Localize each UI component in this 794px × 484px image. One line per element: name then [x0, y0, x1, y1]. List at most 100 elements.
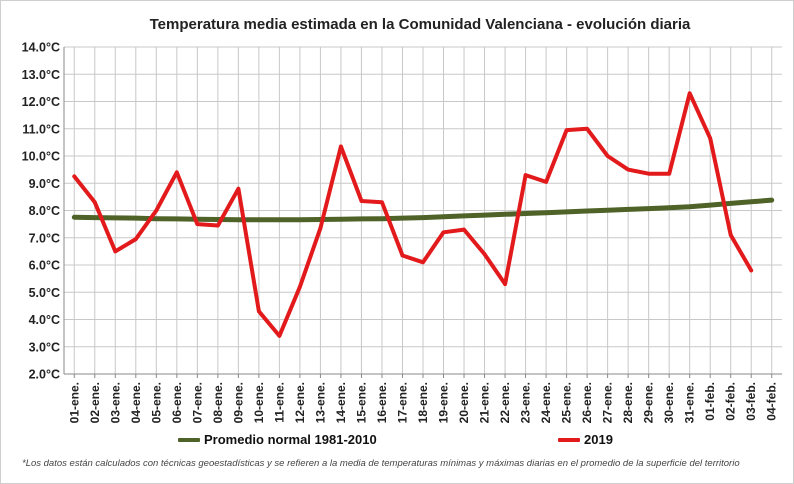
data-point-2019 [380, 200, 384, 205]
data-point-2019 [92, 200, 97, 205]
data-point-normal [421, 215, 425, 220]
chart-title: Temperatura media estimada en la Comunid… [149, 16, 691, 33]
data-point-2019 [216, 223, 220, 228]
x-tick-label: 06-ene. [170, 382, 184, 423]
data-point-2019 [441, 230, 446, 235]
x-tick-label: 21-ene. [478, 382, 492, 423]
data-point-normal [339, 217, 343, 221]
data-point-normal [72, 215, 76, 219]
x-tick-label: 14-ene. [334, 382, 348, 423]
x-tick-label: 03-feb. [744, 382, 758, 421]
data-point-2019 [195, 222, 200, 226]
footnote: *Los datos están calculados con técnicas… [22, 458, 740, 469]
data-point-normal [503, 212, 507, 216]
grid [64, 46, 782, 375]
x-tick-label: 01-ene. [67, 382, 81, 423]
x-tick-label: 04-feb. [765, 382, 779, 421]
data-point-2019 [667, 171, 671, 176]
data-point-2019 [154, 208, 159, 213]
x-tick-label: 07-ene. [190, 382, 204, 423]
y-axis-ticks: 2.0°C 3.0°C 4.0°C 5.0°C 6.0°C 7.0°C 8.0°C 9.0°C… [22, 41, 60, 382]
series-line-2019 [72, 91, 754, 338]
x-tick-label: 26-ene. [580, 382, 594, 423]
data-point-normal [154, 217, 158, 221]
data-point-normal [667, 206, 671, 210]
data-point-normal [277, 218, 281, 222]
x-tick-label: 05-ene. [149, 382, 163, 423]
data-point-2019 [318, 226, 323, 231]
legend-swatch-normal [178, 437, 200, 442]
y-tick-label: 3.0°C [29, 340, 60, 354]
data-point-normal [257, 218, 261, 222]
x-tick-label: 03-ene. [108, 382, 122, 423]
x-tick-label: 08-ene. [211, 382, 225, 423]
x-tick-label: 16-ene. [375, 382, 389, 423]
x-axis-ticks: 01-ene. 02-ene. 03-ene. 04-ene. 05-ene. 06-en… [67, 382, 778, 423]
data-point-2019 [503, 282, 507, 286]
data-point-2019 [277, 334, 282, 338]
x-tick-label: 09-ene. [231, 382, 245, 423]
data-point-normal [749, 200, 753, 204]
x-tick-label: 04-ene. [129, 382, 143, 423]
data-point-normal [729, 201, 733, 206]
data-point-normal [770, 198, 774, 202]
x-tick-label: 22-ene. [498, 382, 512, 423]
legend-label-2019: 2019 [584, 432, 613, 447]
data-point-normal [462, 214, 466, 218]
y-tick-label: 6.0°C [29, 259, 60, 273]
data-point-2019 [257, 309, 261, 314]
y-tick-label: 7.0°C [29, 231, 60, 245]
y-tick-label: 14.0°C [22, 41, 60, 55]
data-point-2019 [605, 154, 610, 158]
legend-label-normal: Promedio normal 1981-2010 [204, 432, 377, 447]
x-tick-label: 25-ene. [560, 382, 574, 423]
data-point-normal [298, 218, 302, 222]
data-point-2019 [544, 180, 548, 184]
data-point-normal [708, 203, 712, 207]
x-tick-label: 15-ene. [354, 382, 368, 423]
data-point-normal [688, 205, 692, 209]
data-point-2019 [400, 253, 405, 258]
data-point-normal [565, 210, 569, 214]
x-tick-label: 24-ene. [539, 382, 553, 423]
data-point-normal [113, 216, 117, 220]
y-tick-label: 13.0°C [22, 68, 60, 82]
data-point-normal [523, 211, 528, 216]
y-tick-label: 10.0°C [22, 150, 60, 164]
data-point-2019 [482, 252, 487, 256]
data-point-normal [93, 215, 97, 220]
data-point-2019 [298, 285, 302, 289]
data-point-2019 [687, 91, 692, 96]
data-point-normal [175, 217, 179, 221]
legend-item-normal: Promedio normal 1981-2010 [178, 432, 377, 447]
y-tick-label: 2.0°C [29, 368, 60, 382]
data-point-2019 [626, 167, 630, 172]
y-tick-label: 8.0°C [29, 204, 60, 218]
legend-item-2019: 2019 [558, 432, 613, 447]
x-tick-label: 17-ene. [395, 382, 409, 423]
x-tick-label: 29-ene. [642, 382, 656, 423]
data-point-2019 [585, 126, 589, 131]
data-point-normal [585, 209, 589, 213]
data-point-2019 [339, 144, 343, 149]
data-point-2019 [113, 249, 118, 254]
x-tick-label: 02-feb. [724, 382, 738, 421]
x-tick-label: 10-ene. [252, 382, 266, 423]
data-point-normal [626, 207, 630, 212]
y-tick-label: 9.0°C [29, 177, 60, 191]
y-tick-label: 4.0°C [29, 313, 60, 327]
data-point-normal [441, 215, 446, 219]
data-point-2019 [421, 260, 425, 265]
x-tick-label: 30-ene. [662, 382, 676, 423]
data-point-normal [359, 217, 364, 221]
data-point-2019 [749, 268, 754, 273]
data-point-normal [544, 211, 548, 215]
legend-swatch-2019 [558, 437, 580, 442]
data-point-normal [380, 217, 384, 221]
x-tick-label: 31-ene. [683, 382, 697, 423]
data-point-normal [482, 213, 487, 217]
data-point-2019 [175, 170, 179, 175]
x-tick-label: 28-ene. [621, 382, 635, 423]
data-point-2019 [708, 136, 712, 141]
